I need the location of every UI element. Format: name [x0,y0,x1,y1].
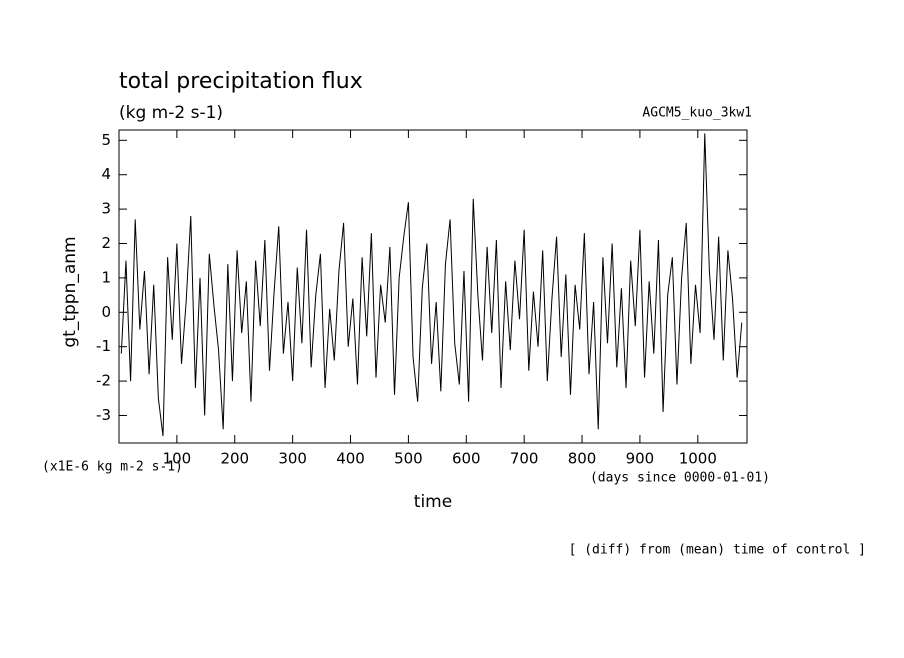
run-label: AGCM5_kuo_3kw1 [642,106,752,121]
y-units: (x1E-6 kg m-2 s-1) [42,460,183,475]
x-tick-label: 100 [163,450,192,468]
x-tick-label: 900 [626,450,655,468]
x-tick-label: 300 [278,450,307,468]
x-tick-label: 600 [452,450,481,468]
data-line [120,133,743,437]
y-tick-label: -2 [96,372,111,390]
y-axis-label: gt_tppn_anm [60,236,80,347]
x-tick-label: 200 [220,450,249,468]
x-tick-label: 1000 [679,450,717,468]
y-tick-label: -3 [96,406,111,424]
chart-title: total precipitation flux [119,69,363,94]
x-tick-label: 800 [568,450,597,468]
y-tick-label: 5 [101,131,111,149]
y-tick-label: 1 [101,268,111,286]
y-tick-label: 3 [101,200,111,218]
plot-frame [118,129,748,444]
x-tick-label: 700 [510,450,539,468]
y-tick-label: 4 [101,165,111,183]
subtitle: (kg m-2 s-1) [119,103,223,123]
x-tick-label: 500 [394,450,423,468]
x-units: (days since 0000-01-01) [590,471,770,486]
x-axis-label: time [414,492,452,512]
y-tick-label: 0 [101,303,111,321]
x-tick-label: 400 [336,450,365,468]
y-tick-label: 2 [101,234,111,252]
y-tick-label: -1 [96,337,111,355]
footer: [ (diff) from (mean) time of control ] [569,543,866,558]
